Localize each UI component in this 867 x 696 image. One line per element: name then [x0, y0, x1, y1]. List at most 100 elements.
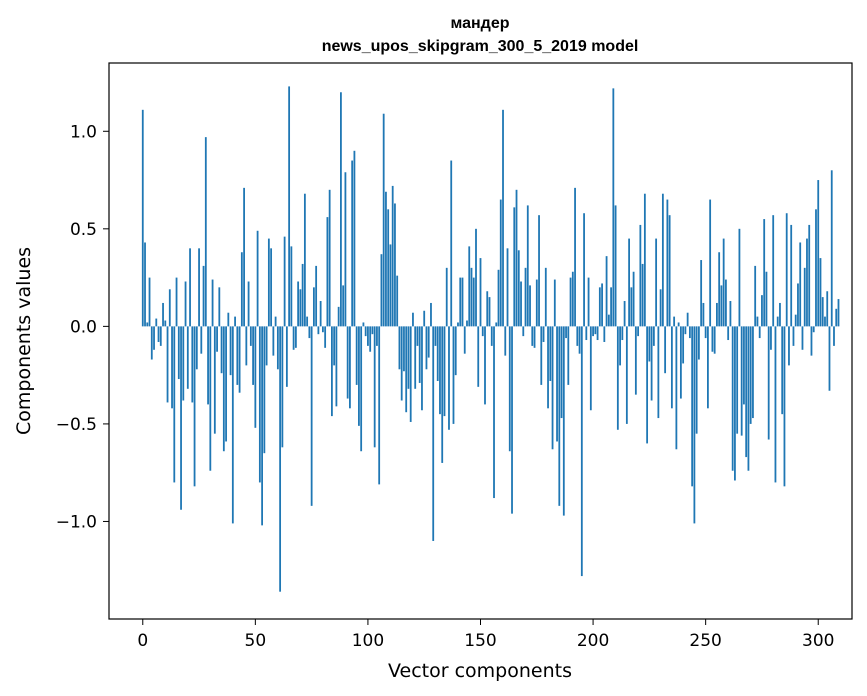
bar-56 — [267, 238, 270, 327]
bar-153 — [486, 291, 489, 327]
bar-277 — [765, 271, 768, 327]
bar-165 — [513, 207, 516, 327]
bar-93 — [351, 160, 354, 327]
bar-127 — [427, 326, 430, 358]
bar-91 — [346, 326, 349, 399]
bar-273 — [756, 316, 759, 327]
bar-189 — [567, 326, 570, 385]
bar-12 — [168, 289, 171, 327]
bar-272 — [754, 265, 757, 327]
bar-308 — [835, 308, 838, 327]
bar-258 — [722, 238, 725, 327]
bar-179 — [544, 267, 547, 327]
bar-11 — [166, 326, 169, 403]
bar-61 — [279, 326, 282, 592]
bar-39 — [229, 326, 232, 376]
bar-274 — [758, 326, 761, 339]
bar-144 — [466, 320, 468, 327]
bar-206 — [605, 256, 608, 327]
bar-232 — [664, 326, 667, 374]
bar-110 — [389, 244, 392, 327]
bar-20 — [186, 326, 189, 389]
bar-72 — [303, 193, 306, 327]
bar-43 — [238, 326, 241, 393]
bar-139 — [454, 326, 457, 376]
bar-44 — [240, 252, 243, 327]
bar-81 — [324, 326, 327, 348]
bar-225 — [648, 326, 651, 362]
bar-210 — [614, 205, 617, 327]
bar-92 — [349, 326, 351, 409]
bar-163 — [508, 326, 511, 452]
bar-134 — [443, 326, 446, 417]
bar-145 — [468, 246, 471, 327]
bar-255 — [716, 302, 718, 327]
bar-97 — [360, 326, 363, 452]
bar-18 — [182, 326, 185, 401]
bar-146 — [470, 267, 473, 327]
bar-160 — [502, 109, 504, 327]
bar-184 — [556, 326, 558, 442]
bar-278 — [767, 326, 770, 440]
bar-280 — [772, 215, 775, 327]
bar-297 — [810, 326, 813, 356]
bar-149 — [477, 326, 480, 387]
bar-158 — [497, 269, 500, 327]
bar-67 — [292, 326, 295, 350]
bar-307 — [833, 326, 835, 346]
bar-94 — [353, 150, 356, 327]
bar-151 — [481, 326, 484, 337]
bar-136 — [448, 326, 450, 430]
bar-77 — [315, 265, 318, 327]
bar-222 — [641, 263, 644, 327]
bars-group — [141, 86, 840, 592]
bar-133 — [441, 326, 444, 463]
bar-264 — [736, 326, 739, 434]
bar-42 — [236, 326, 239, 385]
bar-89 — [342, 285, 345, 327]
bar-117 — [405, 326, 408, 413]
bar-3 — [148, 277, 151, 327]
bar-233 — [666, 199, 669, 327]
bar-250 — [704, 326, 707, 339]
bar-293 — [801, 326, 804, 350]
bar-195 — [580, 326, 583, 577]
bar-202 — [596, 326, 599, 341]
bar-265 — [738, 228, 741, 327]
bar-71 — [301, 263, 304, 327]
x-tick-label-0: 0 — [137, 631, 148, 651]
bar-223 — [643, 193, 646, 327]
bar-63 — [283, 236, 286, 327]
bar-14 — [173, 326, 176, 483]
bar-27 — [202, 265, 205, 327]
bar-31 — [211, 279, 214, 327]
bar-201 — [594, 326, 597, 335]
bar-69 — [297, 281, 300, 327]
bar-281 — [774, 326, 777, 483]
bar-298 — [812, 326, 815, 333]
bar-208 — [610, 287, 612, 327]
bar-45 — [243, 187, 245, 327]
bar-122 — [416, 326, 419, 346]
bar-113 — [396, 275, 399, 327]
bar-241 — [684, 326, 687, 335]
bar-199 — [589, 326, 592, 411]
y-axis-ticks: −1.0 −0.5 0.0 0.5 1.0 — [56, 122, 109, 532]
bar-10 — [164, 320, 167, 327]
bar-237 — [675, 326, 678, 450]
bar-37 — [225, 326, 227, 442]
bar-157 — [495, 322, 498, 327]
bar-191 — [571, 271, 574, 327]
bar-112 — [394, 203, 396, 327]
bar-170 — [524, 267, 527, 327]
bar-187 — [562, 326, 565, 516]
bar-35 — [220, 326, 223, 374]
bar-186 — [560, 326, 563, 419]
bar-173 — [531, 326, 534, 346]
bar-150 — [479, 258, 482, 327]
bar-164 — [511, 326, 513, 514]
bar-256 — [718, 252, 721, 327]
bar-216 — [628, 238, 630, 327]
x-tick-label-150: 150 — [464, 631, 496, 651]
